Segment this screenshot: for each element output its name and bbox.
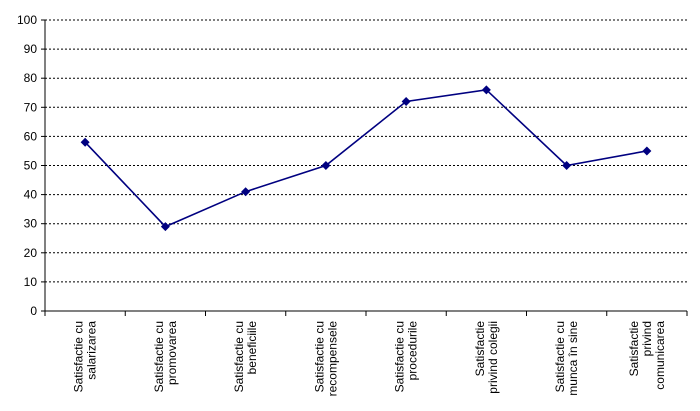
x-tick-label: Satisfactie cubeneficiile [232, 321, 259, 393]
x-tick-label-line: recompensele [325, 321, 339, 397]
data-point [321, 161, 331, 170]
series-line [84, 88, 648, 228]
y-tick-label: 50 [24, 159, 38, 173]
x-tick-label-line: procedurile [406, 321, 420, 381]
y-tick-label: 60 [24, 129, 38, 143]
x-tick-label-line: Satisfactie [473, 321, 487, 377]
x-tick-label-line: privind [640, 321, 654, 356]
y-tick-label: 70 [24, 100, 38, 114]
data-point [642, 146, 652, 156]
y-tick-label: 10 [24, 275, 38, 289]
x-tick-label-line: comunicarea [653, 321, 667, 390]
x-tick-label-line: Satisfactie cu [553, 321, 567, 392]
series [80, 85, 652, 232]
y-tick-label: 0 [30, 304, 37, 318]
y-tick-label: 100 [17, 13, 37, 27]
x-tick-label-line: promovarea [165, 321, 179, 385]
x-tick-label-line: Satisfactie cu [152, 321, 166, 392]
x-tick-label-line: privind colegii [486, 321, 500, 394]
x-tick-label-line: Satisfactie cu [393, 321, 407, 392]
x-tick-label-line: munca în sine [566, 321, 580, 396]
x-tick-label-line: Satisfactie cu [72, 321, 86, 392]
data-point [160, 222, 170, 232]
x-tick-label-line: salarizarea [85, 321, 99, 380]
y-axis-ticks: 0 10 20 30 40 50 60 70 80 90 100 [17, 13, 45, 318]
data-point [562, 161, 572, 170]
x-tick-label-line: Satisfactie cu [312, 321, 326, 392]
x-axis-ticks: Satisfactie cusalarizarea Satisfactie cup… [44, 311, 688, 397]
x-tick-label: Satisfactieprivindcomunicarea [627, 321, 667, 390]
x-tick-label: Satisfactieprivind colegii [473, 321, 500, 394]
x-tick-label-line: Satisfactie cu [232, 321, 246, 392]
x-tick-label: Satisfactie cumunca în sine [553, 321, 580, 396]
data-point [241, 187, 251, 197]
data-point [401, 96, 411, 106]
y-tick-label: 30 [24, 217, 38, 231]
y-tick-label: 40 [24, 188, 38, 202]
x-tick-label: Satisfactie curecompensele [312, 321, 339, 397]
gridlines [45, 19, 687, 283]
y-tick-label: 80 [24, 71, 38, 85]
y-tick-label: 20 [24, 246, 38, 260]
x-tick-label: Satisfactie cupromovarea [152, 321, 179, 393]
data-point [80, 137, 90, 147]
x-tick-label: Satisfactie cuprocedurile [393, 321, 420, 393]
x-tick-label: Satisfactie cusalarizarea [72, 321, 99, 393]
data-point [481, 85, 491, 95]
x-tick-label-line: beneficiile [245, 321, 259, 375]
y-tick-label: 90 [24, 42, 38, 56]
x-tick-label-line: Satisfactie [627, 321, 641, 377]
